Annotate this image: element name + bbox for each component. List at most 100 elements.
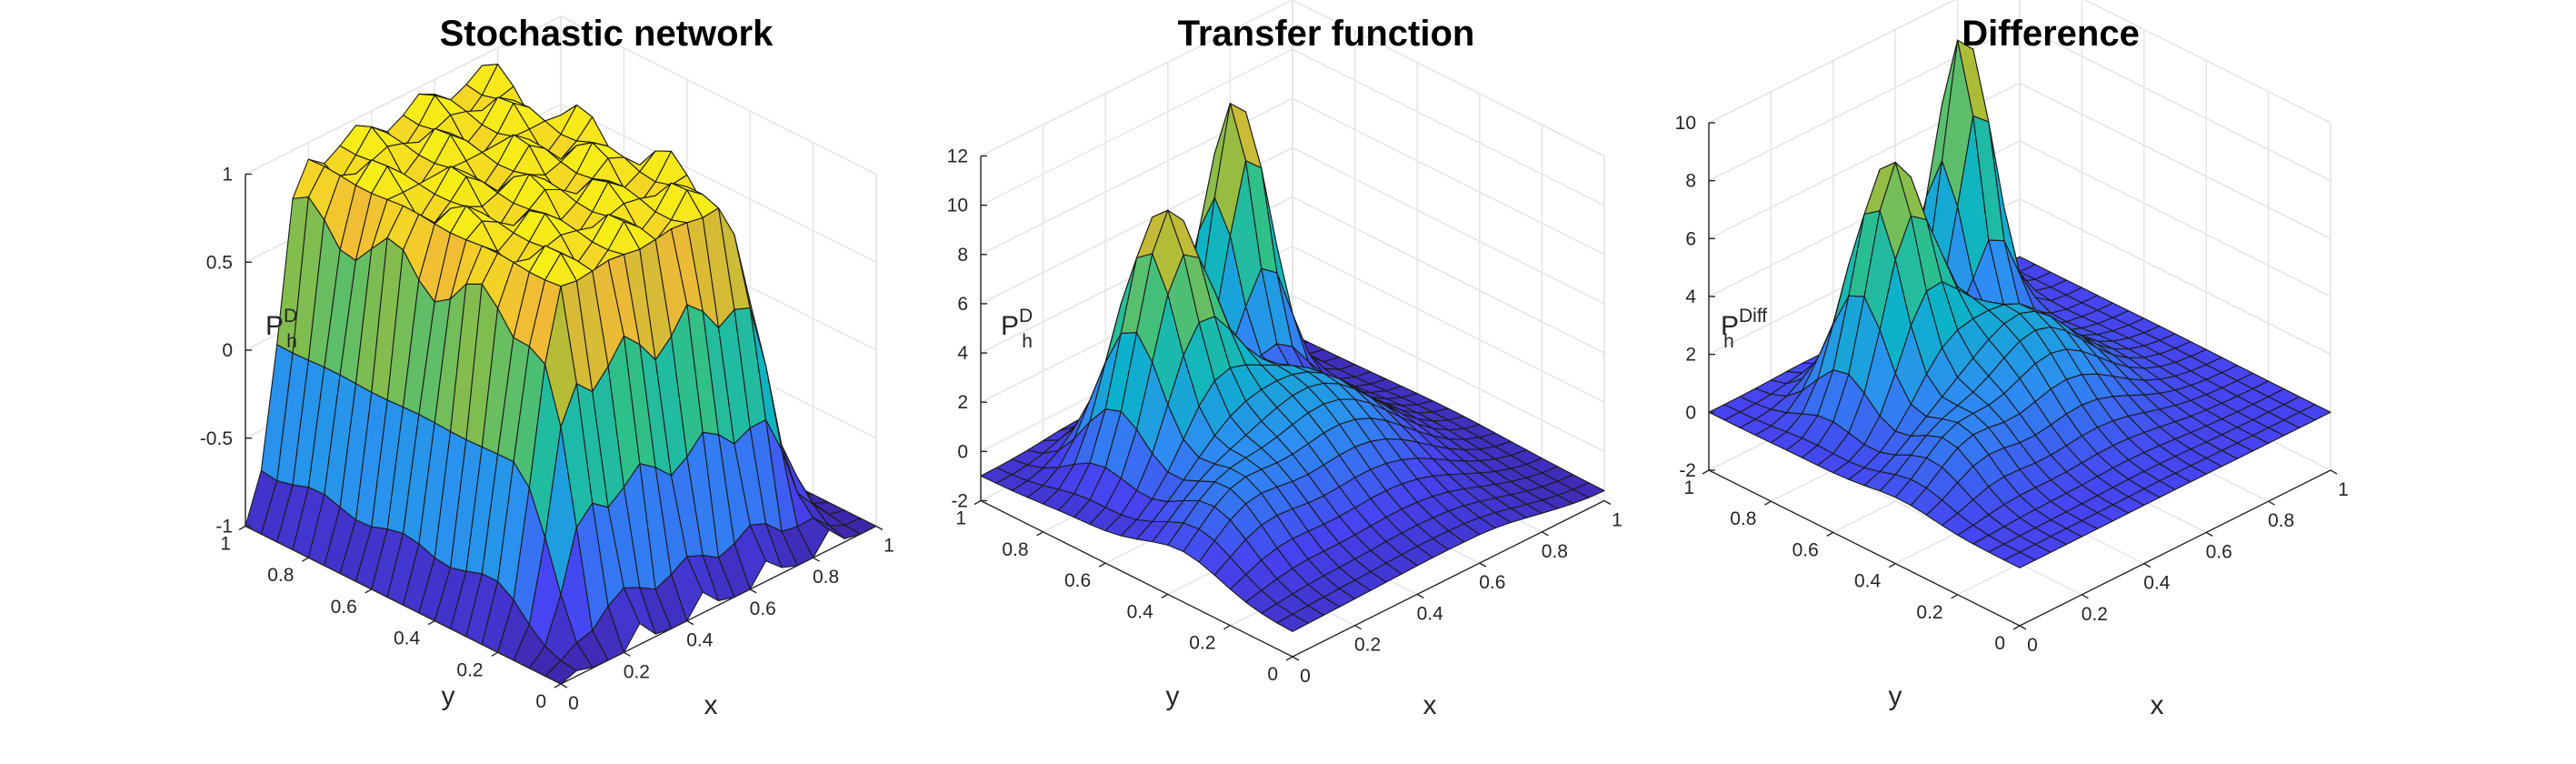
y-axis-line bbox=[980, 499, 1293, 658]
y-tick bbox=[364, 588, 373, 594]
panel-title: Transfer function bbox=[1178, 14, 1475, 54]
z-label-sub: h bbox=[286, 331, 297, 352]
surface bbox=[1708, 39, 2331, 568]
x-tick-label: 1 bbox=[884, 536, 894, 557]
y-tick-label: 0.4 bbox=[394, 628, 421, 649]
z-tick-label: 6 bbox=[957, 294, 968, 315]
y-tick bbox=[1764, 500, 1772, 506]
z-label-sub: h bbox=[1723, 331, 1734, 352]
y-tick-label: 1 bbox=[220, 534, 231, 555]
x-axis-line bbox=[560, 525, 877, 685]
y-tick bbox=[1888, 562, 1896, 568]
z-label-main: P bbox=[1721, 311, 1739, 341]
y-tick-label: 1 bbox=[1683, 478, 1694, 498]
z-tick-label: 4 bbox=[957, 343, 968, 364]
z-tick-label: 4 bbox=[1685, 286, 1696, 307]
z-gridline-2 bbox=[2019, 198, 2331, 356]
y-tick bbox=[1036, 531, 1043, 537]
z-tick-label: -2 bbox=[1679, 460, 1696, 481]
z-axis-label: PD h bbox=[265, 306, 297, 352]
z-tick-label: 10 bbox=[947, 196, 968, 216]
x-tick-label: 0.2 bbox=[624, 661, 650, 682]
y-tick-label: 0.2 bbox=[1189, 633, 1215, 654]
x-tick bbox=[2330, 469, 2338, 475]
x-tick bbox=[560, 683, 568, 689]
x-tick-label: 0.2 bbox=[1354, 635, 1381, 656]
z-tick-label: -1 bbox=[215, 517, 233, 538]
z-gridline-2 bbox=[1292, 246, 1605, 403]
z-tick-label: 8 bbox=[1685, 171, 1696, 192]
y-tick bbox=[1098, 562, 1106, 568]
y-tick bbox=[1223, 625, 1231, 630]
z-axis-label: PD h bbox=[1001, 306, 1033, 352]
y-axis-line bbox=[1708, 469, 2021, 627]
z-tick-label: -0.5 bbox=[200, 428, 233, 449]
z-tick-label: 0 bbox=[222, 340, 233, 361]
x-tick-label: 0 bbox=[568, 693, 579, 714]
axis-lines bbox=[980, 156, 1605, 658]
x-tick bbox=[624, 651, 631, 657]
surface-patch bbox=[1276, 613, 1309, 632]
box-edge bbox=[1708, 0, 1956, 124]
x-tick-label: 0.2 bbox=[2082, 604, 2108, 625]
z-gridline-3 bbox=[2019, 140, 2331, 297]
y-tick bbox=[1702, 469, 1710, 475]
z-gridline-6 bbox=[980, 48, 1293, 206]
y-tick bbox=[2012, 625, 2021, 630]
z-tick-label: 0.5 bbox=[206, 252, 233, 273]
x-tick-label: 0.4 bbox=[1417, 603, 1444, 624]
z-tick-label: 2 bbox=[957, 392, 968, 413]
y-tick-label: 0.8 bbox=[267, 565, 294, 586]
y-tick-label: 0 bbox=[1994, 633, 2005, 654]
box-edge bbox=[2083, 0, 2331, 124]
x-tick-label: 0 bbox=[1300, 666, 1311, 687]
z-label-sup: D bbox=[284, 306, 297, 327]
surface bbox=[980, 103, 1605, 632]
x-axis-line bbox=[1292, 499, 1605, 658]
z-gridline-3 bbox=[560, 104, 877, 263]
surface-patch bbox=[2003, 551, 2036, 568]
y-tick-label: 0.6 bbox=[1792, 539, 1819, 560]
y-tick-label: 0 bbox=[535, 691, 546, 712]
y-tick-label: 0.8 bbox=[1730, 508, 1756, 529]
z-tick-label: -2 bbox=[951, 491, 968, 512]
x-tick bbox=[2205, 531, 2213, 538]
y-axis-label: y bbox=[1166, 681, 1180, 711]
z-tick-label: 0 bbox=[957, 441, 968, 462]
z-label-main: P bbox=[1001, 311, 1019, 341]
y-tick bbox=[554, 683, 562, 689]
x-tick-label: 0.8 bbox=[1542, 541, 1568, 562]
y-tick bbox=[427, 619, 435, 626]
x-tick-label: 0.6 bbox=[750, 598, 776, 619]
y-tick-label: 0.6 bbox=[331, 597, 357, 618]
z-gridline-4 bbox=[1292, 146, 1605, 305]
panel-title: Stochastic network bbox=[440, 14, 774, 54]
box-edge bbox=[245, 15, 562, 176]
x-tick bbox=[1292, 656, 1300, 661]
z-label-sup: Diff bbox=[1739, 306, 1767, 327]
z-gridline-5 bbox=[1292, 97, 1605, 256]
panel-title: Difference bbox=[1962, 14, 2140, 54]
z-tick-label: 10 bbox=[1675, 113, 1696, 134]
x-tick bbox=[2082, 594, 2089, 599]
x-tick-label: 0.6 bbox=[2206, 541, 2232, 562]
y-tick-label: 0.6 bbox=[1064, 570, 1091, 591]
x-axis-label: x bbox=[2151, 690, 2164, 720]
z-tick-label: 12 bbox=[947, 146, 968, 167]
z-gridline-4 bbox=[2019, 82, 2331, 239]
x-tick-label: 0.4 bbox=[686, 630, 714, 651]
x-tick bbox=[1542, 531, 1549, 537]
box-edge bbox=[560, 15, 877, 176]
y-tick-label: 0.4 bbox=[1854, 571, 1882, 592]
y-tick bbox=[1951, 594, 1958, 599]
x-tick bbox=[2019, 625, 2027, 630]
x-tick bbox=[686, 619, 694, 626]
z-gridline-1 bbox=[1292, 295, 1605, 452]
surface bbox=[245, 64, 877, 685]
x-tick-label: 0.8 bbox=[2268, 510, 2294, 531]
y-tick bbox=[238, 525, 246, 531]
